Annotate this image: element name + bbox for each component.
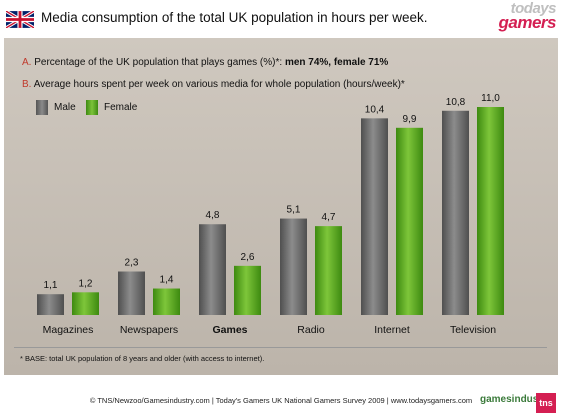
note-a-label: A. [22, 57, 32, 68]
note-b-label: B. [22, 79, 32, 90]
brand-top: todays [510, 0, 557, 17]
note-b-text: Average hours spent per week on various … [33, 79, 405, 90]
legend-swatch-female [86, 100, 98, 115]
todaysgamers-logo: todays gamers [474, 0, 557, 32]
data-label-female-newspapers: 1,4 [160, 275, 174, 286]
note-a: A. Percentage of the UK population that … [22, 57, 388, 68]
legend-label-female: Female [104, 102, 138, 113]
note-a-bold: men 74%, female 71% [284, 57, 389, 68]
data-label-male-television: 10,8 [446, 97, 466, 108]
data-label-male-internet: 10,4 [365, 104, 385, 115]
legend-swatch-male [36, 100, 48, 115]
data-label-male-games: 4,8 [206, 210, 220, 221]
data-label-female-internet: 9,9 [403, 114, 417, 125]
header: Media consumption of the total UK popula… [0, 0, 562, 34]
bar-male-internet [361, 118, 388, 315]
bar-female-magazines [72, 292, 99, 315]
tns-logo: tns [536, 393, 556, 413]
bar-chart: 1,1 1,2 Magazines 2,3 1,4 Newspapers 4,8 2,6 Gam… [37, 93, 504, 336]
note-a-text: Percentage of the UK population that pla… [34, 57, 285, 68]
bar-female-newspapers [153, 288, 180, 315]
bar-male-newspapers [118, 271, 145, 315]
bar-male-radio [280, 218, 307, 315]
base-footnote: * BASE: total UK population of 8 years a… [20, 354, 265, 363]
note-b: B. Average hours spent per week on vario… [22, 79, 405, 90]
bar-female-television [477, 107, 504, 315]
category-label-television: Television [450, 324, 496, 336]
page-title: Media consumption of the total UK popula… [41, 10, 428, 25]
chart-panel: A. Percentage of the UK population that … [4, 38, 558, 375]
legend-label-male: Male [54, 102, 76, 113]
bar-female-games [234, 265, 261, 315]
category-label-games: Games [212, 324, 247, 336]
source-footer: © TNS/Newzoo/Gamesindustry.com | Today's… [89, 396, 473, 405]
legend-item-female: Female [86, 100, 137, 115]
bar-female-radio [315, 226, 342, 315]
uk-flag-icon [6, 11, 34, 28]
data-label-female-radio: 4,7 [322, 212, 336, 223]
category-label-newspapers: Newspapers [120, 324, 178, 336]
gamesindustry-logo-text: gamesindustry [480, 394, 552, 405]
category-label-radio: Radio [297, 324, 325, 336]
data-label-female-television: 11,0 [481, 93, 500, 104]
bar-male-television [442, 110, 469, 315]
data-label-female-games: 2,6 [241, 252, 255, 263]
category-label-magazines: Magazines [43, 324, 94, 336]
data-label-male-radio: 5,1 [287, 205, 301, 216]
bar-female-internet [396, 127, 423, 315]
data-label-male-newspapers: 2,3 [125, 258, 139, 269]
bar-male-games [199, 224, 226, 315]
data-label-female-magazines: 1,2 [79, 278, 93, 289]
baseline-divider [14, 347, 547, 348]
legend-item-male: Male [36, 100, 76, 115]
bar-male-magazines [37, 294, 64, 315]
brand-bottom: gamers [498, 13, 557, 32]
category-label-internet: Internet [374, 324, 410, 336]
data-label-male-magazines: 1,1 [44, 280, 58, 291]
